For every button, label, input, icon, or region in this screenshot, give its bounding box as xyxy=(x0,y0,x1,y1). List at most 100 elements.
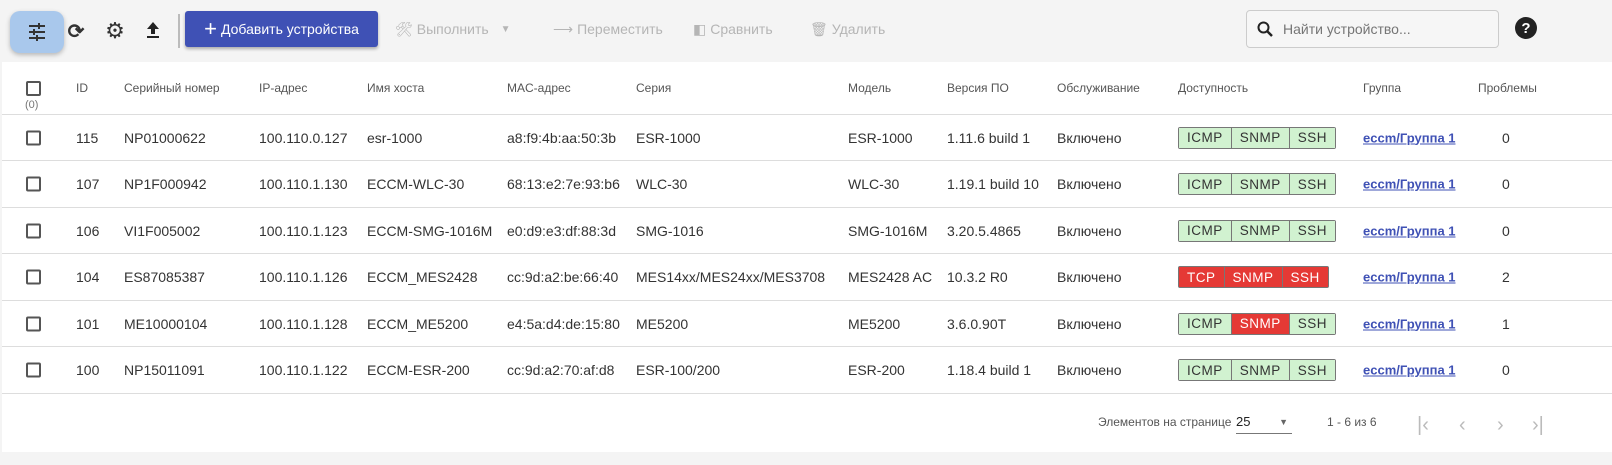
cell-id: 101 xyxy=(76,315,100,332)
protocol-status-ok: SNMP xyxy=(1231,174,1290,194)
cell-series: ESR-1000 xyxy=(636,129,701,146)
filter-toggle-button[interactable] xyxy=(10,11,64,53)
protocol-status-ok: ICMP xyxy=(1179,220,1232,241)
compare-icon: ◧ xyxy=(693,20,707,37)
column-header[interactable]: Модель xyxy=(848,81,892,95)
cell-serial: ES87085387 xyxy=(124,269,205,285)
selected-count: (0) xyxy=(25,99,39,111)
cell-ip: 100.110.0.127 xyxy=(259,129,348,146)
refresh-button[interactable]: ⟳ xyxy=(66,20,86,43)
cell-model: ESR-1000 xyxy=(848,129,913,146)
row-checkbox[interactable] xyxy=(26,130,41,145)
column-header[interactable]: Доступность xyxy=(1178,81,1249,95)
cell-host: ECCM-ESR-200 xyxy=(367,362,470,378)
group-link[interactable]: eccm/Группа 1 xyxy=(1363,176,1456,192)
availability-badge: ICMP SNMP SSH xyxy=(1178,173,1337,195)
column-header[interactable]: Группа xyxy=(1363,81,1402,95)
cell-service: Включено xyxy=(1057,362,1122,378)
column-header[interactable]: MAC-адрес xyxy=(507,81,571,95)
group-link[interactable]: eccm/Группа 1 xyxy=(1363,269,1456,285)
cell-service: Включено xyxy=(1057,222,1122,239)
first-page-icon[interactable]: |‹ xyxy=(1417,414,1429,436)
protocol-status-ok: SNMP xyxy=(1231,127,1290,148)
help-icon: ? xyxy=(1521,19,1531,37)
cell-serial: NP1F000942 xyxy=(124,176,207,192)
column-header[interactable]: Версия ПО xyxy=(947,81,1009,95)
group-link[interactable]: eccm/Группа 1 xyxy=(1363,362,1456,378)
cell-series: SMG-1016 xyxy=(636,222,704,239)
move-button[interactable]: ⟶ Переместить xyxy=(553,18,663,40)
cell-version: 1.18.4 build 1 xyxy=(947,362,1032,378)
search-input[interactable] xyxy=(1281,20,1481,38)
cell-service: Включено xyxy=(1057,176,1122,192)
cell-series: MES14xx/MES24xx/MES3708 xyxy=(636,269,826,285)
upload-button[interactable] xyxy=(143,18,163,42)
row-checkbox[interactable] xyxy=(26,223,41,238)
table-row[interactable]: 115 NP01000622 100.110.0.127 esr-1000 a8:f9:… xyxy=(2,115,1612,161)
cell-version: 1.19.1 build 10 xyxy=(947,176,1039,192)
cell-problems: 2 xyxy=(1502,269,1510,285)
page-range: 1 - 6 из 6 xyxy=(1327,415,1377,429)
column-header[interactable]: Обслуживание xyxy=(1057,81,1140,95)
settings-button[interactable]: ⚙ xyxy=(104,18,126,43)
cell-series: ME5200 xyxy=(636,315,689,332)
next-page-icon[interactable]: › xyxy=(1497,414,1504,436)
arrow-right-icon: ⟶ xyxy=(553,20,574,37)
select-all-checkbox[interactable] xyxy=(26,81,41,96)
page-size-select[interactable]: 25 ▼ xyxy=(1236,410,1292,434)
protocol-status-bad: SNMP xyxy=(1224,267,1283,287)
toolbar: ⟳ ⚙ + Добавить устройства 🛠 Выполнить ▼ ⟶ Пе… xyxy=(0,0,1612,62)
page-size-value: 25 xyxy=(1236,414,1251,429)
search-field[interactable] xyxy=(1246,10,1499,48)
cell-mac: cc:9d:a2:70:af:d8 xyxy=(507,362,615,378)
column-header[interactable]: IP-адрес xyxy=(259,81,308,95)
row-checkbox[interactable] xyxy=(26,316,41,331)
cell-id: 106 xyxy=(76,222,100,239)
protocol-status-ok: ICMP xyxy=(1179,313,1232,334)
row-checkbox[interactable] xyxy=(26,362,41,378)
devices-table: (0) ID Серийный номер IP-адрес Имя хоста MAC… xyxy=(2,62,1612,452)
cell-id: 100 xyxy=(76,362,100,378)
prev-page-icon[interactable]: ‹ xyxy=(1459,414,1466,436)
cell-service: Включено xyxy=(1057,315,1122,332)
row-checkbox[interactable] xyxy=(26,176,41,192)
cell-model: SMG-1016M xyxy=(848,222,928,239)
last-page-icon[interactable]: ›| xyxy=(1532,414,1544,436)
row-checkbox[interactable] xyxy=(26,269,41,285)
execute-button[interactable]: 🛠 Выполнить ▼ xyxy=(395,18,511,40)
column-header[interactable]: Проблемы xyxy=(1478,81,1537,95)
protocol-status-ok: SSH xyxy=(1289,127,1336,148)
group-link[interactable]: eccm/Группа 1 xyxy=(1363,316,1456,331)
delete-button[interactable]: 🗑 Удалить xyxy=(810,18,885,40)
cell-host: ECCM-WLC-30 xyxy=(367,176,465,192)
add-devices-button[interactable]: + Добавить устройства xyxy=(185,11,378,47)
table-row[interactable]: 101 ME10000104 100.110.1.128 ECCM_ME5200 e4:… xyxy=(2,301,1612,347)
column-header[interactable]: Серия xyxy=(636,81,672,95)
paginator: Элементов на странице 25 ▼ 1 - 6 из 6 |‹ … xyxy=(2,394,1612,452)
compare-button[interactable]: ◧ Сравнить xyxy=(693,18,773,40)
gear-icon: ⚙ xyxy=(105,18,125,43)
column-header[interactable]: Имя хоста xyxy=(367,81,425,95)
cell-host: ECCM-SMG-1016M xyxy=(367,222,493,239)
cell-problems: 0 xyxy=(1502,222,1510,239)
protocol-status-bad: SNMP xyxy=(1231,313,1290,334)
cell-ip: 100.110.1.128 xyxy=(259,315,348,332)
protocol-status-ok: ICMP xyxy=(1179,360,1232,380)
group-link[interactable]: eccm/Группа 1 xyxy=(1363,130,1456,145)
column-header[interactable]: ID xyxy=(76,81,88,95)
table-row[interactable]: 104 ES87085387 100.110.1.126 ECCM_MES2428 cc… xyxy=(2,255,1612,301)
cell-service: Включено xyxy=(1057,269,1122,285)
delete-label: Удалить xyxy=(831,21,886,37)
table-row[interactable]: 100 NP15011091 100.110.1.122 ECCM-ESR-200 cc… xyxy=(2,348,1612,394)
table-row[interactable]: 107 NP1F000942 100.110.1.130 ECCM-WLC-30 68:… xyxy=(2,162,1612,208)
protocol-status-ok: ICMP xyxy=(1179,127,1232,148)
table-row[interactable]: 106 VI1F005002 100.110.1.123 ECCM-SMG-1016M… xyxy=(2,208,1612,254)
cell-model: MES2428 AC xyxy=(848,269,933,285)
protocol-status-ok: SNMP xyxy=(1231,360,1290,380)
protocol-status-bad: SSH xyxy=(1282,267,1328,287)
help-button[interactable]: ? xyxy=(1515,17,1537,39)
group-link[interactable]: eccm/Группа 1 xyxy=(1363,223,1456,238)
cell-serial: VI1F005002 xyxy=(124,222,201,239)
cell-model: ME5200 xyxy=(848,315,901,332)
column-header[interactable]: Серийный номер xyxy=(124,81,220,95)
